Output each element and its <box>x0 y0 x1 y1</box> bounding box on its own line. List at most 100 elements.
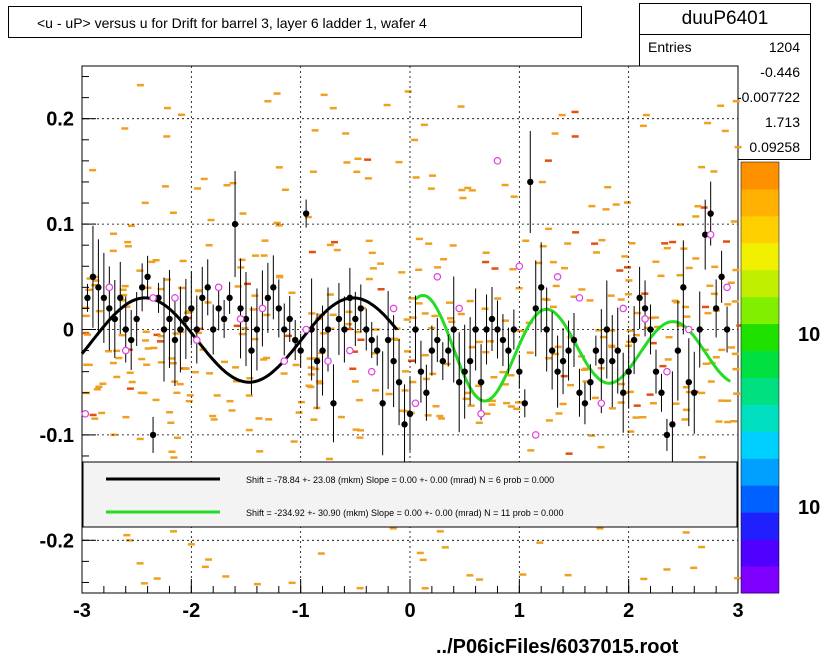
hist-cell <box>468 345 476 349</box>
hist-cell <box>233 324 241 328</box>
data-point <box>445 347 452 354</box>
data-point <box>270 284 277 291</box>
data-point <box>401 421 408 428</box>
hist-cell <box>329 313 337 317</box>
hist-cell <box>157 334 165 338</box>
hist-cell <box>110 433 118 437</box>
hist-cell <box>275 224 283 227</box>
hist-cell <box>446 301 453 304</box>
hist-cell <box>468 189 476 192</box>
hist-cell <box>358 306 366 310</box>
hist-cell <box>246 377 254 380</box>
hist-cell <box>91 283 99 287</box>
hist-cell <box>552 284 560 288</box>
hist-cell <box>261 239 269 242</box>
hist-cell <box>404 90 412 93</box>
hist-cell <box>482 350 490 354</box>
hist-cell <box>209 414 217 418</box>
palette-cell <box>741 296 779 325</box>
hist-cell <box>256 450 264 453</box>
hist-cell <box>591 396 599 400</box>
data-point <box>199 294 206 302</box>
hist-cell <box>728 346 736 349</box>
data-point <box>384 336 392 344</box>
hist-cell <box>632 416 640 419</box>
hist-cell <box>515 401 523 404</box>
hist-cell <box>136 437 144 441</box>
hist-cell <box>449 244 457 247</box>
hist-cell <box>627 430 635 433</box>
hist-cell <box>438 417 445 420</box>
hist-cell <box>488 403 496 406</box>
hist-cell <box>385 392 393 396</box>
open-point <box>258 304 267 313</box>
data-point <box>434 336 441 344</box>
hist-cell <box>345 310 353 314</box>
hist-cell <box>118 333 126 337</box>
data-point <box>510 326 518 333</box>
hist-cell <box>252 254 259 257</box>
hist-cell <box>538 180 546 184</box>
data-point <box>286 315 293 323</box>
hist-cell <box>85 288 93 292</box>
data-point <box>379 400 386 407</box>
hist-cell <box>318 351 326 355</box>
hist-cell <box>661 242 669 245</box>
hist-cell <box>327 327 335 330</box>
hist-cell <box>369 267 377 270</box>
open-point <box>531 431 540 439</box>
hist-cell <box>173 391 181 395</box>
hist-cell <box>110 232 117 235</box>
hist-cell <box>732 367 740 371</box>
hist-cell <box>377 288 385 291</box>
data-point <box>188 305 195 312</box>
hist-cell <box>698 545 706 549</box>
hist-cell <box>142 339 149 342</box>
hist-cell <box>412 176 420 179</box>
hist-cell <box>127 224 135 227</box>
hist-cell <box>326 293 334 296</box>
hist-cell <box>623 201 631 204</box>
data-point <box>242 315 250 323</box>
hist-cell <box>317 552 325 555</box>
hist-cell <box>475 340 483 344</box>
open-point <box>723 283 731 292</box>
palette-cell <box>741 512 779 540</box>
hist-cell <box>99 382 107 385</box>
hist-cell <box>234 285 242 288</box>
hist-cell <box>665 335 673 339</box>
stats-row: Entries 1204 <box>640 35 810 60</box>
hist-cell <box>692 215 700 218</box>
hist-cell <box>640 577 648 581</box>
open-point <box>302 325 310 334</box>
data-point <box>374 347 381 354</box>
hist-cell <box>694 205 702 208</box>
hist-cell <box>309 170 317 173</box>
open-point <box>455 304 464 313</box>
hist-cell <box>558 113 566 117</box>
hist-cell <box>457 312 465 316</box>
hist-cell <box>170 530 177 533</box>
data-point <box>417 368 425 375</box>
hist-cell <box>95 309 103 313</box>
palette-cell <box>741 377 779 405</box>
legend-text: Shift = -78.84 +- 23.08 (mkm) Slope = 0.… <box>246 475 554 485</box>
x-tick-label: 0 <box>404 600 415 622</box>
open-point <box>641 315 649 323</box>
hist-cell <box>602 208 610 211</box>
data-point <box>166 315 173 323</box>
open-point <box>575 294 584 302</box>
hist-cell <box>710 170 718 173</box>
stats-row: Mean x -0.446 <box>640 60 810 85</box>
hist-cell <box>307 385 315 389</box>
hist-cell <box>544 159 552 162</box>
hist-cell <box>179 259 187 263</box>
hist-cell <box>136 269 144 272</box>
hist-cell <box>724 303 732 306</box>
data-point <box>346 294 354 302</box>
data-point <box>472 326 479 333</box>
hist-cell <box>539 245 547 248</box>
palette-cell <box>741 350 779 378</box>
open-point <box>515 262 524 271</box>
hist-cell <box>195 289 203 293</box>
